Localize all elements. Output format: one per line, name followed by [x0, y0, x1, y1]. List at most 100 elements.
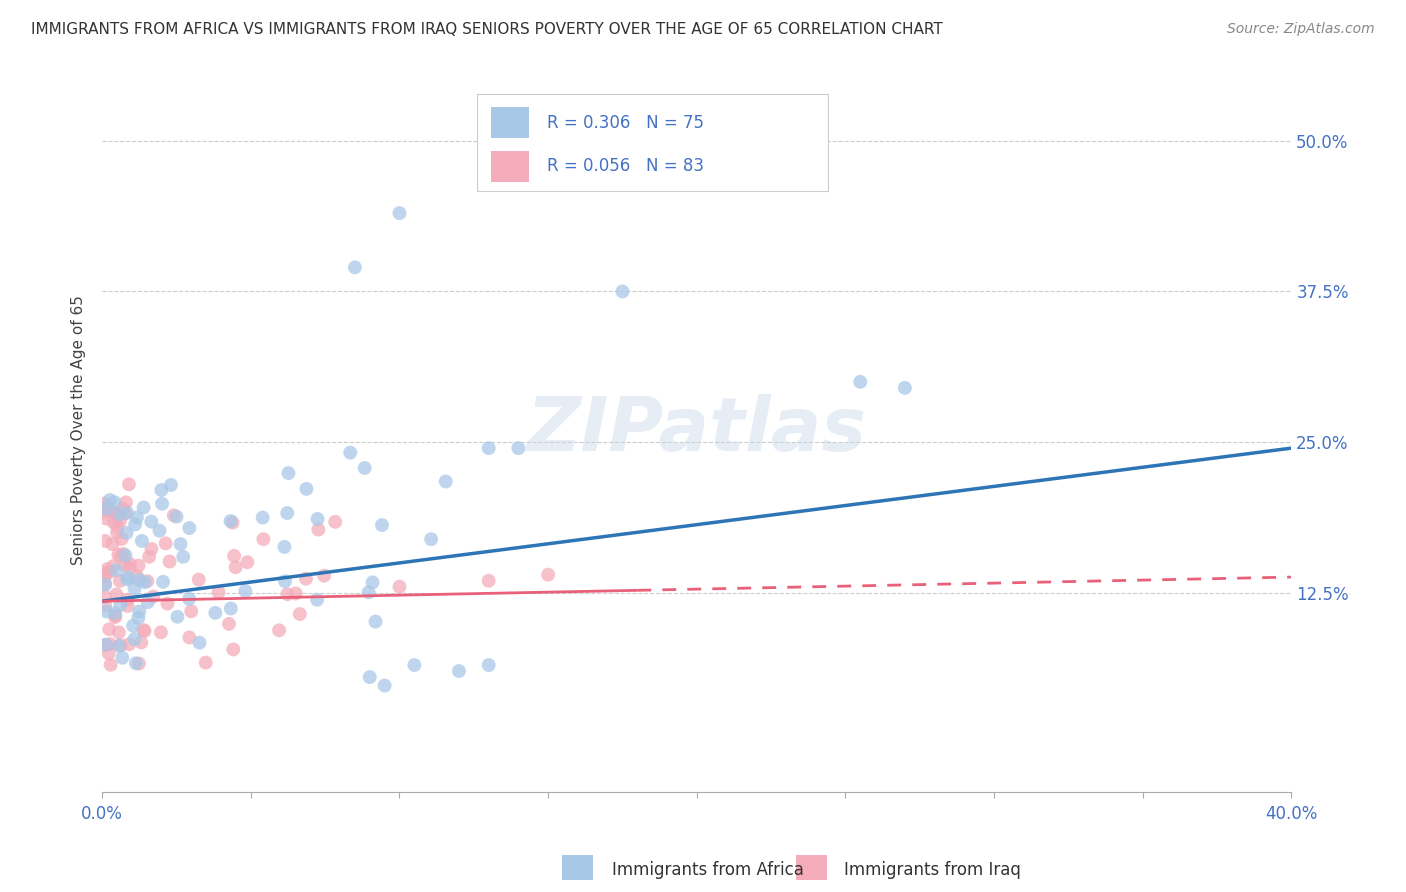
Point	[148, 524, 170, 538]
Point	[420, 532, 443, 546]
Point	[117, 599, 139, 613]
Point	[118, 637, 141, 651]
Point	[221, 516, 243, 530]
Point	[288, 607, 311, 621]
Point	[136, 595, 159, 609]
Point	[96, 566, 118, 580]
Point	[277, 466, 299, 480]
Point	[252, 532, 274, 546]
Point	[125, 657, 148, 671]
Point	[97, 500, 120, 514]
Point	[129, 635, 152, 649]
Point	[478, 441, 501, 455]
Point	[307, 512, 329, 526]
Point	[849, 375, 872, 389]
Point	[114, 558, 136, 572]
Point	[307, 592, 329, 607]
Point	[388, 580, 411, 594]
Point	[235, 584, 257, 599]
Point	[225, 560, 247, 574]
Point	[218, 616, 240, 631]
Point	[364, 615, 387, 629]
Point	[187, 573, 209, 587]
Point	[128, 605, 150, 619]
Point	[111, 532, 134, 546]
Point	[118, 560, 141, 574]
Point	[118, 477, 141, 491]
Point	[107, 520, 129, 534]
Point	[894, 381, 917, 395]
Point	[274, 574, 297, 589]
Point	[374, 679, 396, 693]
Point	[508, 441, 530, 455]
Point	[128, 558, 150, 573]
Point	[108, 639, 131, 653]
Point	[339, 445, 361, 459]
Point	[224, 549, 246, 563]
Point	[371, 518, 394, 533]
Point	[128, 573, 150, 587]
Text: Immigrants from Iraq: Immigrants from Iraq	[844, 861, 1021, 879]
Point	[163, 508, 186, 523]
Point	[138, 549, 160, 564]
Point	[612, 285, 634, 299]
Point	[104, 610, 127, 624]
Point	[307, 523, 329, 537]
Text: Source: ZipAtlas.com: Source: ZipAtlas.com	[1227, 22, 1375, 37]
Point	[103, 495, 125, 509]
Point	[108, 508, 131, 522]
Point	[169, 537, 191, 551]
Point	[117, 570, 139, 584]
Point	[124, 582, 146, 596]
Point	[177, 591, 200, 606]
Point	[98, 622, 121, 636]
Point	[108, 513, 131, 527]
Point	[152, 574, 174, 589]
Point	[105, 587, 128, 601]
Point	[155, 536, 177, 550]
Text: ZIPatlas: ZIPatlas	[527, 393, 866, 467]
Point	[273, 540, 295, 554]
Point	[142, 590, 165, 604]
Point	[105, 525, 128, 540]
Point	[110, 598, 132, 612]
Point	[96, 562, 118, 576]
Point	[252, 510, 274, 524]
Text: IMMIGRANTS FROM AFRICA VS IMMIGRANTS FROM IRAQ SENIORS POVERTY OVER THE AGE OF 6: IMMIGRANTS FROM AFRICA VS IMMIGRANTS FRO…	[31, 22, 942, 37]
Point	[94, 569, 117, 583]
Point	[314, 568, 336, 582]
Point	[112, 547, 135, 561]
Point	[122, 619, 145, 633]
Point	[108, 574, 131, 588]
Point	[357, 585, 380, 599]
Point	[98, 493, 121, 508]
Point	[97, 646, 120, 660]
Point	[94, 638, 117, 652]
Point	[131, 533, 153, 548]
Point	[104, 606, 127, 620]
Point	[96, 605, 118, 619]
Point	[180, 604, 202, 618]
Point	[149, 625, 172, 640]
Point	[219, 601, 242, 615]
Point	[276, 587, 298, 601]
Point	[222, 642, 245, 657]
Point	[150, 497, 173, 511]
Point	[267, 624, 290, 638]
Text: R = 0.306   N = 75: R = 0.306 N = 75	[547, 113, 704, 131]
Point	[115, 525, 138, 540]
Point	[295, 482, 318, 496]
Point	[104, 608, 127, 623]
Point	[343, 260, 366, 275]
Point	[141, 515, 163, 529]
Text: R = 0.056   N = 83: R = 0.056 N = 83	[547, 158, 704, 176]
Point	[150, 483, 173, 497]
Point	[98, 637, 121, 651]
Point	[166, 509, 188, 524]
Point	[127, 611, 149, 625]
Point	[115, 592, 138, 607]
Point	[107, 508, 129, 523]
Point	[188, 636, 211, 650]
Point	[478, 658, 501, 673]
Point	[132, 500, 155, 515]
